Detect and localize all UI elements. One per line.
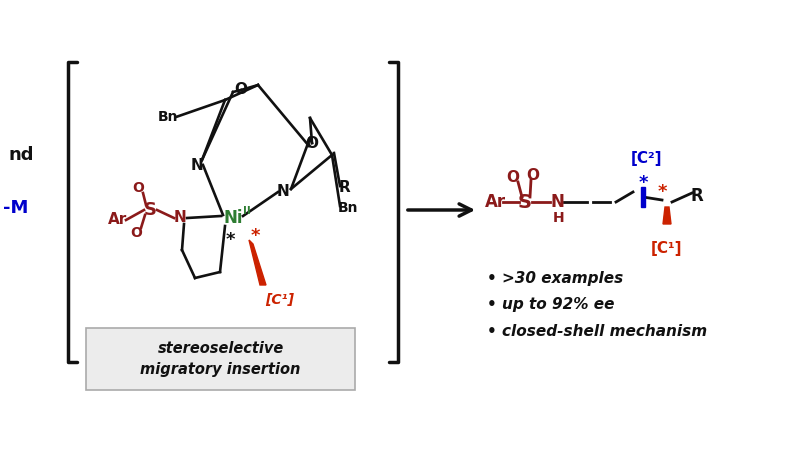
Text: O: O xyxy=(305,136,318,151)
Text: [C²]: [C²] xyxy=(630,151,662,166)
Text: S: S xyxy=(144,201,157,219)
Text: [C¹]: [C¹] xyxy=(265,293,294,307)
Text: Ar: Ar xyxy=(485,193,506,211)
FancyBboxPatch shape xyxy=(86,328,355,390)
Text: N: N xyxy=(276,184,289,199)
Text: O: O xyxy=(234,82,247,97)
Text: II: II xyxy=(243,206,250,216)
Text: [C¹]: [C¹] xyxy=(651,241,683,256)
Text: Bn: Bn xyxy=(158,110,179,124)
Polygon shape xyxy=(641,187,645,207)
Text: *: * xyxy=(250,227,259,245)
Text: H: H xyxy=(553,211,565,225)
Polygon shape xyxy=(663,207,671,224)
Text: • >30 examples: • >30 examples xyxy=(487,271,623,285)
Text: O: O xyxy=(527,168,540,183)
Text: Bn: Bn xyxy=(338,201,358,215)
Text: • closed-shell mechanism: • closed-shell mechanism xyxy=(487,324,707,339)
Text: Ar: Ar xyxy=(108,212,128,228)
Text: -M: -M xyxy=(3,199,28,217)
Text: O: O xyxy=(132,181,144,195)
Text: *: * xyxy=(225,231,235,249)
Text: N: N xyxy=(550,193,564,211)
Polygon shape xyxy=(249,240,266,285)
Text: R: R xyxy=(691,187,704,205)
Text: N: N xyxy=(174,211,187,226)
Text: nd: nd xyxy=(8,146,33,164)
Text: *: * xyxy=(657,183,667,201)
Text: stereoselective
migratory insertion: stereoselective migratory insertion xyxy=(141,341,301,377)
Text: Ni: Ni xyxy=(223,209,242,227)
Text: O: O xyxy=(507,171,520,186)
Text: S: S xyxy=(518,192,532,212)
Text: • up to 92% ee: • up to 92% ee xyxy=(487,298,615,313)
Text: R: R xyxy=(339,181,351,196)
Text: *: * xyxy=(638,174,648,192)
Text: N: N xyxy=(191,157,204,172)
Text: O: O xyxy=(130,226,142,240)
